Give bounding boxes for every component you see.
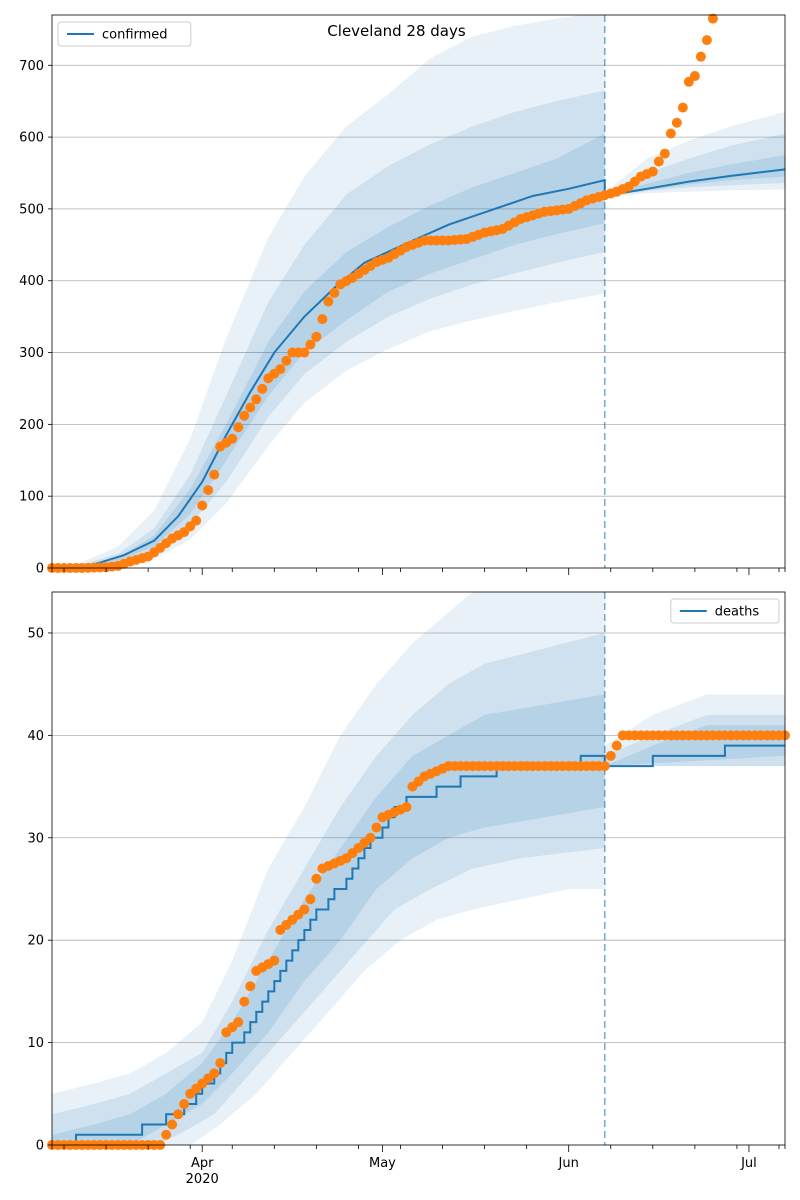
data-point: [269, 955, 280, 966]
data-point: [701, 35, 712, 46]
y-tick-label: 600: [19, 131, 44, 146]
legend-label: confirmed: [102, 28, 168, 43]
data-point: [161, 1129, 172, 1140]
axes-frame: [51, 591, 786, 1146]
y-tick-label: 700: [19, 59, 44, 74]
data-point: [599, 761, 610, 772]
y-tick-label: 500: [19, 202, 44, 217]
data-point: [689, 71, 700, 82]
band-outer: [52, 592, 785, 1145]
plot-area: [52, 15, 785, 568]
data-point: [653, 156, 664, 167]
data-point: [215, 1058, 226, 1069]
data-point: [245, 402, 256, 413]
legend-box: [670, 598, 780, 624]
data-point: [611, 740, 622, 751]
data-point: [665, 128, 676, 139]
data-point: [203, 485, 214, 496]
data-point: [329, 287, 340, 298]
data-point: [659, 148, 670, 159]
data-point: [173, 1109, 184, 1120]
data-point: [233, 1017, 244, 1028]
data-point: [299, 904, 310, 915]
data-point: [239, 410, 250, 421]
data-point: [707, 13, 718, 24]
data-point: [695, 51, 706, 62]
x-tick-label: Jul: [740, 1156, 757, 1171]
legend: deaths: [670, 598, 780, 624]
y-tick-label: 20: [27, 934, 44, 949]
x-axis: [51, 568, 786, 575]
data-point: [281, 355, 292, 366]
x-tick-sublabel: 2020: [186, 1172, 219, 1187]
data-point: [197, 500, 208, 511]
data-point: [209, 1068, 220, 1079]
x-tick-label: May: [369, 1156, 396, 1171]
y-tick-label: 30: [27, 831, 44, 846]
y-tick-label: 300: [19, 346, 44, 361]
data-point: [239, 996, 250, 1007]
observed-points: [47, 730, 790, 1150]
band-inner: [52, 133, 785, 568]
data-point: [167, 1119, 178, 1130]
data-point: [311, 331, 322, 342]
data-point: [371, 822, 382, 833]
y-tick-label: 100: [19, 490, 44, 505]
chart-title: Cleveland 28 days: [327, 22, 466, 40]
y-tick-label: 200: [19, 418, 44, 433]
data-point: [191, 515, 202, 526]
data-point: [179, 1099, 190, 1110]
data-point: [257, 383, 268, 394]
data-point: [311, 873, 322, 884]
data-point: [647, 166, 658, 177]
confirmed-chart: 0 100 200 300 400 500 600 700 Cleveland 28 days c…: [19, 13, 786, 577]
y-tick-label: 0: [36, 1139, 44, 1154]
legend-label: deaths: [715, 605, 760, 620]
y-tick-label: 0: [36, 562, 44, 577]
data-point: [365, 832, 376, 843]
y-tick-label: 40: [27, 729, 44, 744]
legend-box: [57, 21, 192, 47]
band-middle: [52, 632, 785, 1145]
band-inner: [52, 694, 785, 1145]
legend: confirmed: [57, 21, 192, 47]
data-point: [227, 433, 238, 444]
data-point: [275, 364, 286, 375]
band-middle: [52, 90, 785, 568]
data-point: [299, 347, 310, 358]
data-point: [677, 102, 688, 113]
data-point: [305, 894, 316, 905]
y-axis: 0 10 20 30 40 50: [27, 626, 52, 1154]
data-point: [671, 117, 682, 128]
data-point: [305, 339, 316, 350]
data-point: [401, 802, 412, 813]
data-point: [233, 422, 244, 433]
y-tick-label: 400: [19, 274, 44, 289]
data-point: [605, 750, 616, 761]
y-tick-label: 50: [27, 626, 44, 641]
grid-lines: [52, 64, 785, 497]
data-point: [323, 296, 334, 307]
y-axis: 0 100 200 300 400 500 600 700: [19, 59, 52, 577]
x-tick-label: Jun: [558, 1156, 579, 1171]
data-point: [245, 981, 256, 992]
x-tick-label: Apr: [191, 1156, 214, 1171]
plot-area: [52, 592, 785, 1145]
data-point: [317, 314, 328, 325]
data-point: [209, 469, 220, 480]
axes-frame: [51, 14, 786, 569]
y-tick-label: 10: [27, 1036, 44, 1051]
data-point: [251, 394, 262, 405]
